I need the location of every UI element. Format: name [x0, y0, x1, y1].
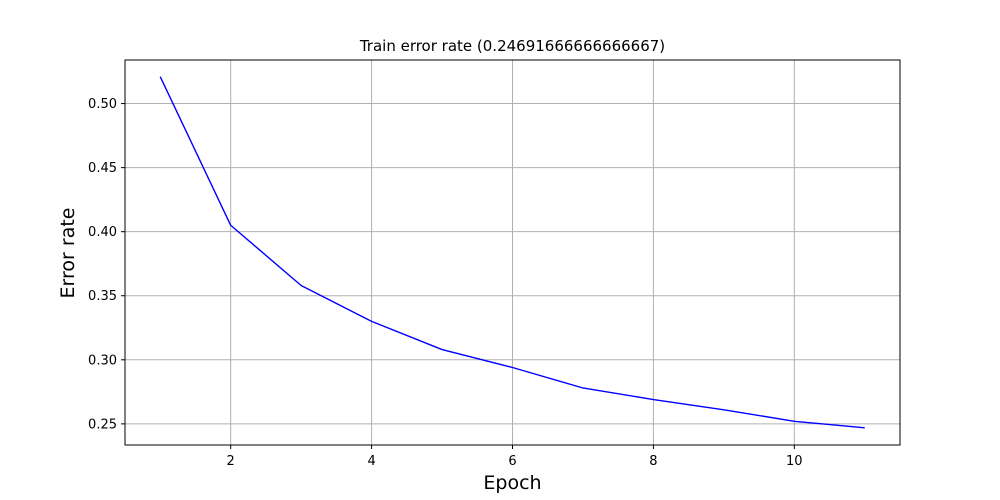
y-tick-label: 0.35: [88, 289, 117, 304]
series-layer: [159, 76, 865, 429]
y-axis-label: Error rate: [57, 208, 79, 299]
y-tick-label: 0.45: [88, 161, 117, 176]
y-tick-label: 0.40: [88, 225, 117, 240]
x-tick-label: 2: [227, 454, 235, 469]
y-tick-label: 0.50: [88, 97, 117, 112]
tick-labels: 2 4 6 8 10 0.25 0.30 0.35 0.40 0.45 0.50: [88, 97, 803, 469]
x-tick-label: 4: [367, 454, 375, 469]
chart-title: Train error rate (0.24691666666666667): [359, 37, 665, 55]
grid: [125, 60, 900, 445]
ticks: [121, 103, 795, 449]
y-tick-label: 0.30: [88, 353, 117, 368]
x-tick-label: 10: [786, 454, 803, 469]
x-tick-label: 8: [649, 454, 657, 469]
y-tick-label: 0.25: [88, 417, 117, 432]
x-axis-label: Epoch: [483, 472, 541, 494]
x-tick-label: 6: [508, 454, 516, 469]
